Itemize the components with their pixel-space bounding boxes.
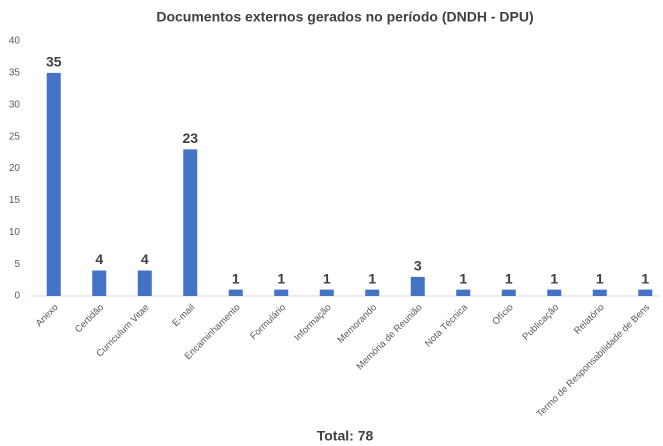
y-tick-label: 10: [9, 227, 21, 238]
bar: [547, 289, 562, 296]
y-tick-label: 30: [9, 99, 21, 110]
bar: [274, 289, 289, 296]
bar: [501, 289, 516, 296]
data-label: 1: [368, 270, 376, 286]
data-label: 4: [141, 251, 149, 267]
bar: [365, 289, 380, 296]
x-tick-label: Informação: [292, 302, 333, 343]
x-tick-label: Publicação: [521, 302, 562, 343]
y-tick-label: 5: [14, 259, 20, 270]
x-tick-label: Nota Técnica: [423, 302, 471, 350]
y-tick-label: 35: [9, 68, 21, 79]
data-label: 23: [182, 130, 198, 146]
bar: [592, 289, 607, 296]
data-label: 1: [277, 270, 285, 286]
x-tick-label: E-mail: [170, 302, 197, 329]
data-label: 1: [232, 270, 240, 286]
x-tick-label: Formulário: [248, 302, 288, 342]
x-tick-label: Ofício: [490, 302, 515, 327]
total-label: Total: 78: [317, 428, 374, 444]
data-label: 1: [459, 270, 467, 286]
bar: [410, 276, 425, 296]
bar: [456, 289, 471, 296]
x-tick-label: Anexo: [34, 302, 61, 329]
x-tick-label: Memorando: [336, 302, 380, 346]
bar: [638, 289, 653, 296]
y-tick-label: 15: [9, 195, 21, 206]
data-label: 1: [505, 270, 513, 286]
data-label: 1: [323, 270, 331, 286]
data-label: 1: [550, 270, 558, 286]
bar: [183, 149, 198, 296]
chart-title: Documentos externos gerados no período (…: [156, 9, 533, 25]
data-label: 1: [641, 270, 649, 286]
y-tick-label: 0: [14, 291, 20, 302]
y-tick-label: 25: [9, 131, 21, 142]
x-tick-label: Certidão: [73, 302, 106, 335]
y-tick-label: 20: [9, 163, 21, 174]
data-label: 3: [414, 258, 422, 274]
bar: [92, 270, 107, 296]
y-tick-label: 40: [9, 36, 21, 47]
data-label: 35: [46, 54, 62, 70]
bar: [46, 72, 61, 296]
bar: [137, 270, 152, 296]
bar: [228, 289, 243, 296]
x-tick-label: Relatório: [572, 302, 607, 337]
data-label: 4: [95, 251, 103, 267]
data-label: 1: [596, 270, 604, 286]
bar: [319, 289, 334, 296]
